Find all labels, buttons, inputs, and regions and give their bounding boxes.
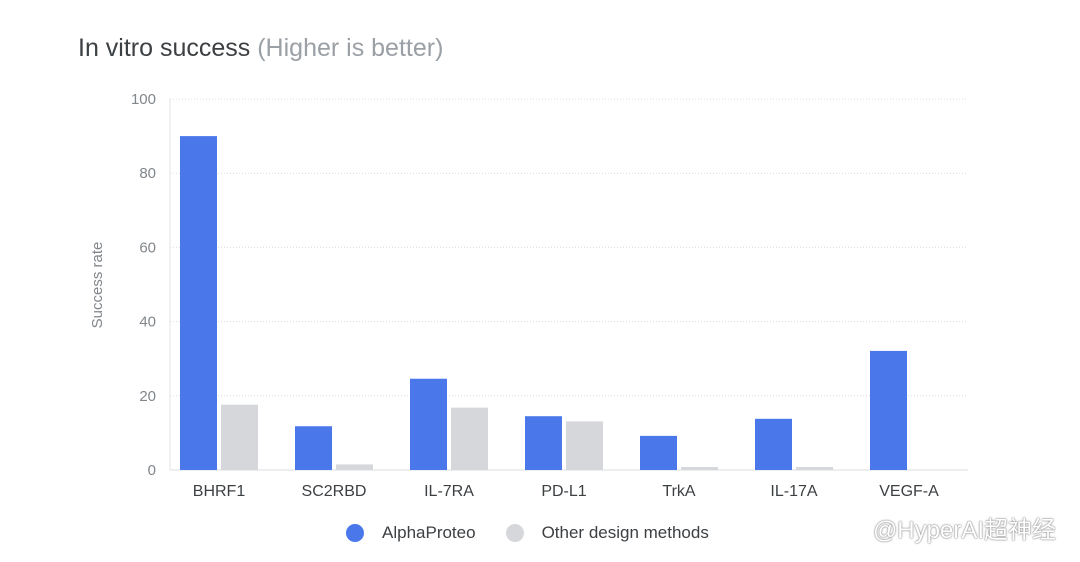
title-text: In vitro success xyxy=(78,34,251,62)
y-tick-label: 80 xyxy=(139,165,156,182)
bar-alphaproteo-il-17a xyxy=(755,418,792,470)
bar-alphaproteo-trka xyxy=(640,435,677,470)
bar-other-trka xyxy=(681,467,718,470)
bar-other-il-7ra xyxy=(451,407,488,470)
legend-item: Other design methods xyxy=(505,523,709,543)
x-tick-label: BHRF1 xyxy=(193,483,246,500)
legend-dot-icon xyxy=(346,524,364,542)
title-subtitle: (Higher is better) xyxy=(257,34,444,62)
bar-other-bhrf1 xyxy=(221,404,258,470)
legend-label: Other design methods xyxy=(541,523,709,542)
y-axis-label: Success rate xyxy=(89,242,106,329)
chart-title: In vitro success (Higher is better) xyxy=(78,34,443,63)
bar-alphaproteo-il-7ra xyxy=(410,378,447,470)
y-tick-label: 0 xyxy=(148,462,156,479)
bar-other-pd-l1 xyxy=(566,421,603,470)
x-tick-label: SC2RBD xyxy=(302,483,367,500)
y-tick-label: 40 xyxy=(139,314,156,331)
y-tick-label: 60 xyxy=(139,239,156,256)
y-tick-label: 20 xyxy=(139,388,156,405)
x-tick-label: TrkA xyxy=(662,483,696,500)
x-tick-label: IL-7RA xyxy=(424,483,474,500)
legend: AlphaProteo Other design methods xyxy=(346,523,739,543)
x-tick-label: PD-L1 xyxy=(541,483,586,500)
bar-alphaproteo-vegf-a xyxy=(870,350,907,470)
legend-dot-icon xyxy=(505,524,524,542)
x-tick-label: IL-17A xyxy=(770,483,817,500)
bar-alphaproteo-pd-l1 xyxy=(525,416,562,470)
legend-item: AlphaProteo xyxy=(346,523,476,543)
bar-alphaproteo-sc2rbd xyxy=(295,426,332,470)
bar-alphaproteo-bhrf1 xyxy=(180,136,217,470)
bar-other-sc2rbd xyxy=(336,464,373,470)
bar-other-il-17a xyxy=(796,467,833,470)
x-tick-label: VEGF-A xyxy=(879,483,939,500)
legend-label: AlphaProteo xyxy=(382,523,476,542)
watermark: @HyperAI超神经 xyxy=(872,517,1056,544)
y-tick-label: 100 xyxy=(131,91,156,108)
